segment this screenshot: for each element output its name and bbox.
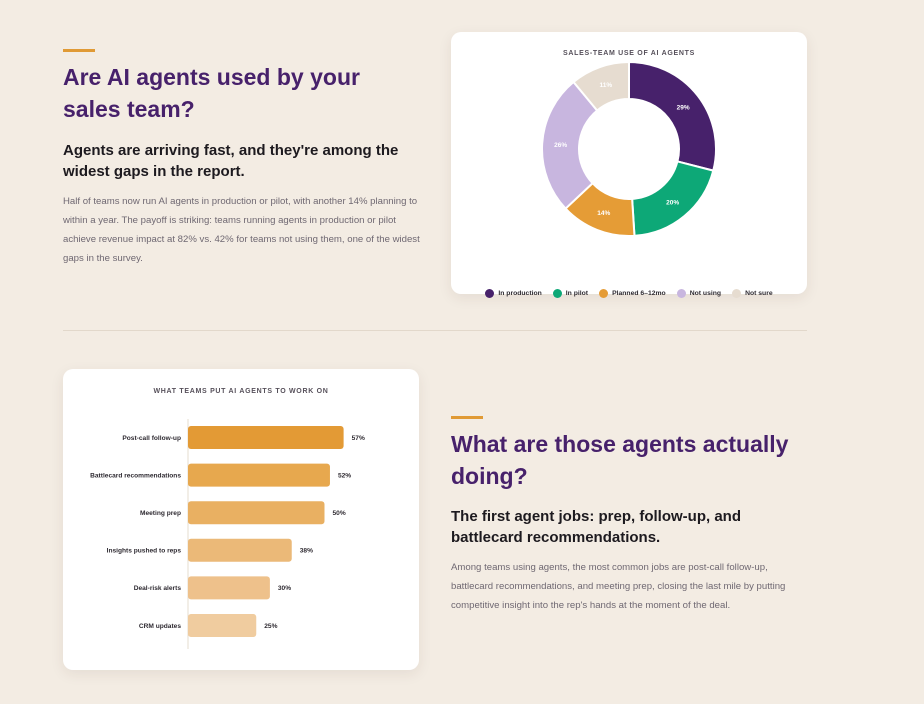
legend-item-planned-6-12mo: Planned 6–12mo <box>599 289 666 298</box>
legend-label-in-pilot: In pilot <box>565 290 589 297</box>
section1-heading: Are AI agents used by your sales team? <box>63 64 360 122</box>
donut-label-not-sure: 11% <box>599 82 612 89</box>
legend-label-planned-6-12mo: Planned 6–12mo <box>612 290 666 297</box>
bar-deal-risk-alerts <box>188 576 270 600</box>
donut-label-not-using: 26% <box>554 142 567 149</box>
bar-category-crm-updates: CRM updates <box>139 623 181 630</box>
legend-swatch-in-pilot <box>552 289 562 298</box>
legend-item-in-pilot: In pilot <box>552 289 589 298</box>
donut-label-in-pilot: 20% <box>666 199 679 206</box>
bar-insights-pushed-to-reps <box>188 538 292 562</box>
donut-chart: 29% 20% 14% 26% 11% <box>541 60 717 237</box>
legend-swatch-in-production <box>485 289 495 298</box>
bar-value-post-call-follow-up: 57% <box>352 435 365 442</box>
legend-label-in-production: In production <box>498 290 542 297</box>
bar-chart: Post-call follow-up 57% Battlecard recomme… <box>90 419 365 649</box>
bar-battlecard-recommendations <box>188 463 330 487</box>
bar-chart-card: WHAT TEAMS PUT AI AGENTS TO WORK ON Post… <box>63 369 419 670</box>
bar-crm-updates <box>188 614 257 637</box>
donut-legend: In production In pilot Planned 6–12mo Not u… <box>451 289 807 298</box>
bar-category-insights-pushed-to-reps: Insights pushed to reps <box>107 548 182 555</box>
legend-label-not-using: Not using <box>689 290 722 297</box>
donut-label-planned-6-12mo: 14% <box>597 210 610 217</box>
section1-body: Half of teams now run AI agents in produ… <box>63 196 420 264</box>
bar-meeting-prep <box>188 501 325 525</box>
bar-category-post-call-follow-up: Post-call follow-up <box>122 435 181 442</box>
legend-item-in-production: In production <box>485 289 542 298</box>
donut-slice-in-production <box>628 60 717 172</box>
section2-subheading: The first agent jobs: prep, follow-up, a… <box>451 508 741 546</box>
bar-category-deal-risk-alerts: Deal-risk alerts <box>134 585 182 592</box>
bar-value-insights-pushed-to-reps: 38% <box>300 548 313 555</box>
legend-swatch-not-sure <box>732 289 742 298</box>
legend-label-not-sure: Not sure <box>745 290 773 297</box>
legend-item-not-sure: Not sure <box>732 289 773 298</box>
section1-subheading: Agents are arriving fast, and they're am… <box>63 142 399 180</box>
section2-accent-line <box>451 416 483 419</box>
legend-swatch-planned-6-12mo <box>599 289 609 298</box>
bar-category-meeting-prep: Meeting prep <box>140 510 181 517</box>
section1-accent-line <box>63 49 95 52</box>
bar-value-meeting-prep: 50% <box>333 510 346 517</box>
section-divider <box>63 330 807 331</box>
bar-category-battlecard-recommendations: Battlecard recommendations <box>90 472 181 479</box>
donut-slice-not-using <box>541 80 599 210</box>
section2-heading: What are those agents actually doing? <box>451 431 789 489</box>
bar-chart-title: WHAT TEAMS PUT AI AGENTS TO WORK ON <box>153 388 329 395</box>
legend-swatch-not-using <box>676 289 686 298</box>
donut-chart-title: SALES-TEAM USE OF AI AGENTS <box>563 50 695 57</box>
bar-value-battlecard-recommendations: 52% <box>338 472 351 479</box>
legend-item-not-using: Not using <box>676 289 722 298</box>
bar-value-crm-updates: 25% <box>264 623 277 630</box>
donut-slice-not-sure <box>572 60 630 112</box>
bar-post-call-follow-up <box>188 426 344 449</box>
donut-chart-card: SALES-TEAM USE OF AI AGENTS 29% 20% 14% 26%… <box>451 32 807 298</box>
donut-label-in-production: 29% <box>677 105 690 112</box>
bar-value-deal-risk-alerts: 30% <box>278 585 291 592</box>
section2-body: Among teams using agents, the most commo… <box>451 562 786 611</box>
